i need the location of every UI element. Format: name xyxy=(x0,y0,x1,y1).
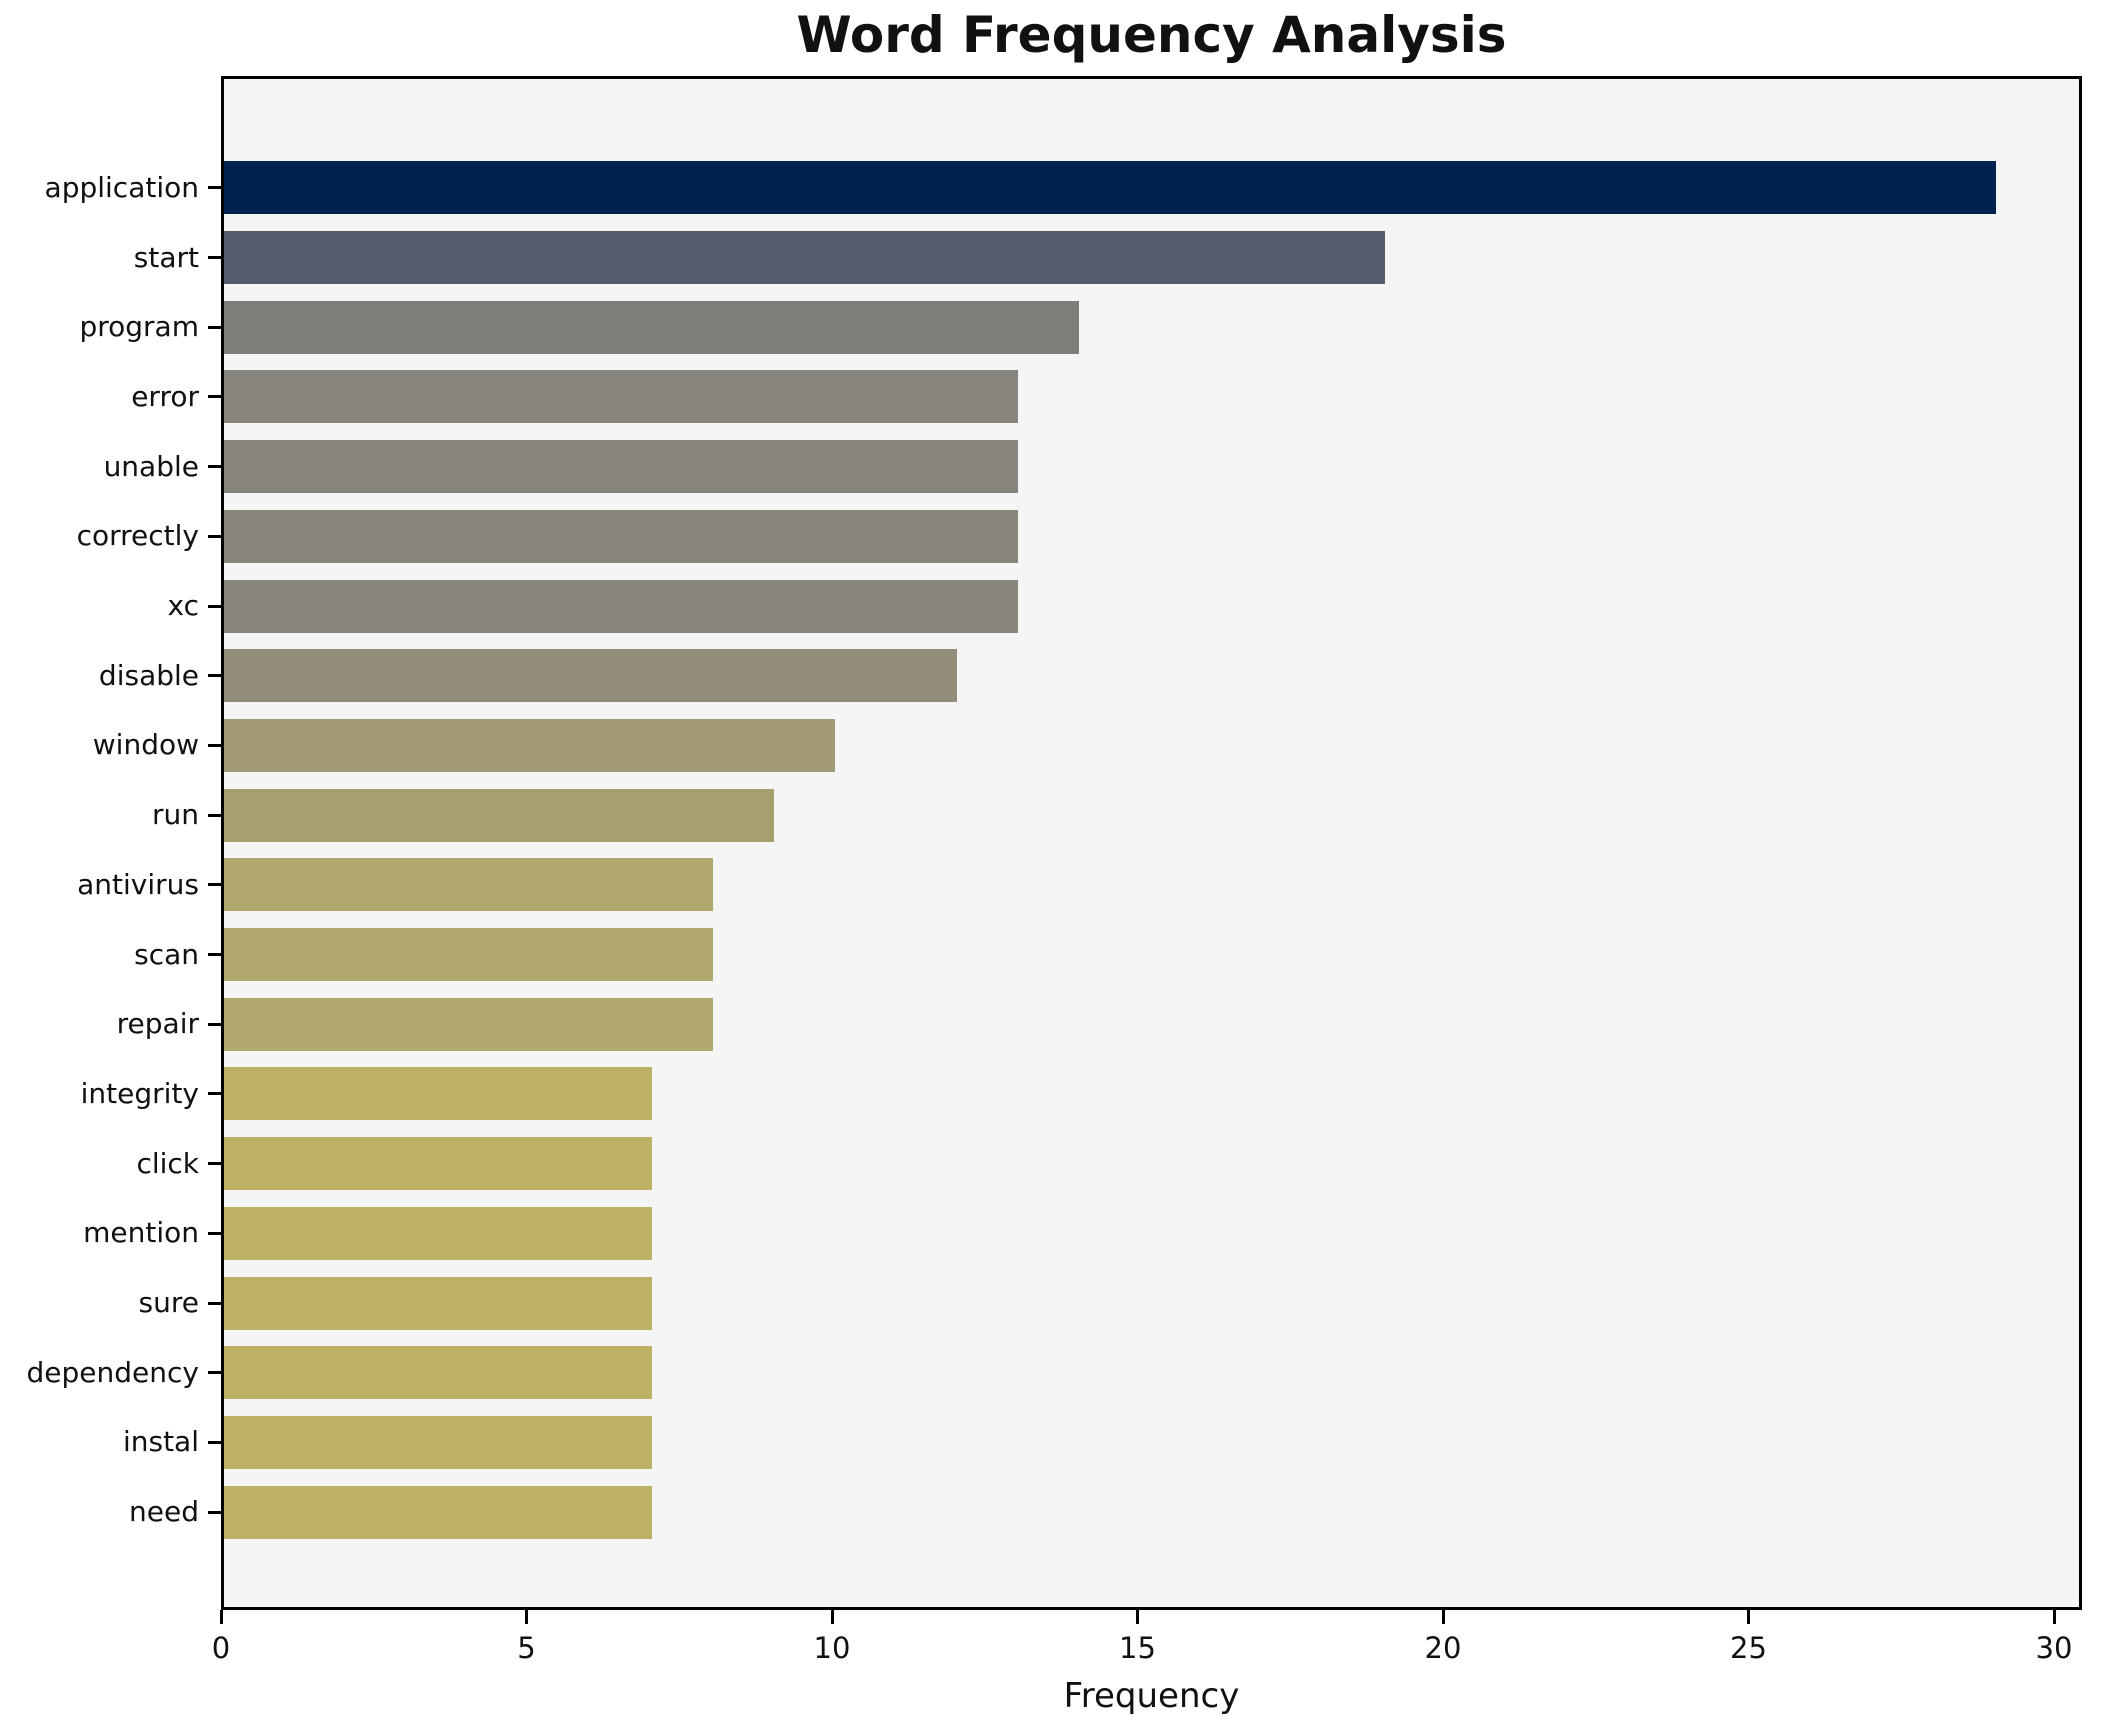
y-axis-label-need: need xyxy=(129,1495,199,1529)
bar-correctly xyxy=(224,509,1019,563)
y-tick-mark xyxy=(208,465,221,469)
x-axis-title: Frequency xyxy=(1063,1676,1240,1716)
x-tick-mark xyxy=(2052,1610,2056,1624)
x-tick-label-0: 0 xyxy=(211,1631,231,1665)
y-tick-mark xyxy=(208,395,221,399)
bar-mention xyxy=(224,1206,652,1260)
y-tick-mark xyxy=(208,953,221,957)
y-tick-mark xyxy=(208,1440,221,1444)
y-tick-mark xyxy=(208,186,221,190)
y-axis-label-integrity: integrity xyxy=(80,1076,199,1110)
bar-need xyxy=(224,1485,652,1539)
bar-integrity xyxy=(224,1067,652,1121)
bar-click xyxy=(224,1137,652,1191)
y-axis-label-disable: disable xyxy=(98,658,199,692)
y-axis-label-application: application xyxy=(44,170,199,204)
y-tick-mark xyxy=(208,1092,221,1096)
y-tick-mark xyxy=(208,1301,221,1305)
y-axis-label-repair: repair xyxy=(116,1007,199,1041)
y-tick-mark xyxy=(208,813,221,817)
bar-program xyxy=(224,300,1080,354)
bar-scan xyxy=(224,928,713,982)
y-tick-mark xyxy=(208,1162,221,1166)
y-axis-label-run: run xyxy=(151,798,199,832)
x-tick-mark xyxy=(1136,1610,1139,1624)
x-tick-mark xyxy=(1747,1610,1750,1624)
y-tick-mark xyxy=(208,883,221,887)
x-tick-label-25: 25 xyxy=(1730,1631,1767,1665)
bar-dependency xyxy=(224,1346,652,1400)
y-axis-label-scan: scan xyxy=(134,937,199,971)
x-tick-mark xyxy=(525,1610,528,1624)
bar-unable xyxy=(224,440,1019,494)
bar-error xyxy=(224,370,1019,424)
bar-disable xyxy=(224,649,958,703)
x-tick-label-20: 20 xyxy=(1424,1631,1462,1665)
y-tick-mark xyxy=(208,534,221,538)
y-axis-label-sure: sure xyxy=(138,1286,199,1320)
x-tick-label-15: 15 xyxy=(1119,1631,1156,1665)
y-axis-label-dependency: dependency xyxy=(26,1355,199,1389)
y-tick-mark xyxy=(208,1231,221,1235)
y-axis-label-instal: instal xyxy=(122,1425,199,1459)
y-axis-label-window: window xyxy=(92,728,199,762)
x-tick-mark xyxy=(830,1610,834,1624)
y-tick-mark xyxy=(208,1371,221,1375)
bar-instal xyxy=(224,1415,652,1469)
y-tick-mark xyxy=(208,604,221,608)
x-tick-mark xyxy=(219,1610,223,1624)
x-tick-label-10: 10 xyxy=(813,1631,851,1665)
y-tick-mark xyxy=(208,325,221,329)
bar-sure xyxy=(224,1276,652,1330)
y-tick-mark xyxy=(208,743,221,747)
x-tick-label-5: 5 xyxy=(517,1631,536,1665)
y-tick-mark xyxy=(208,256,221,260)
y-tick-mark xyxy=(208,1510,221,1514)
y-axis-label-program: program xyxy=(79,310,199,344)
bar-start xyxy=(224,231,1385,285)
x-tick-mark xyxy=(1441,1610,1445,1624)
y-axis-label-xc: xc xyxy=(167,589,199,623)
y-axis-label-start: start xyxy=(133,240,199,274)
bar-application xyxy=(224,161,1996,215)
bar-repair xyxy=(224,997,713,1051)
y-tick-mark xyxy=(208,1022,221,1026)
x-tick-label-30: 30 xyxy=(2035,1631,2073,1665)
bar-antivirus xyxy=(224,858,713,912)
y-axis-label-antivirus: antivirus xyxy=(77,867,199,901)
bar-xc xyxy=(224,579,1019,633)
chart-title: Word Frequency Analysis xyxy=(796,6,1507,64)
y-axis-label-correctly: correctly xyxy=(76,519,199,553)
y-axis-label-click: click xyxy=(136,1146,199,1180)
y-axis-label-mention: mention xyxy=(83,1216,199,1250)
y-axis-label-unable: unable xyxy=(103,449,199,483)
y-axis-label-error: error xyxy=(131,379,199,413)
y-tick-mark xyxy=(208,674,221,678)
bar-run xyxy=(224,788,774,842)
bar-window xyxy=(224,718,835,772)
